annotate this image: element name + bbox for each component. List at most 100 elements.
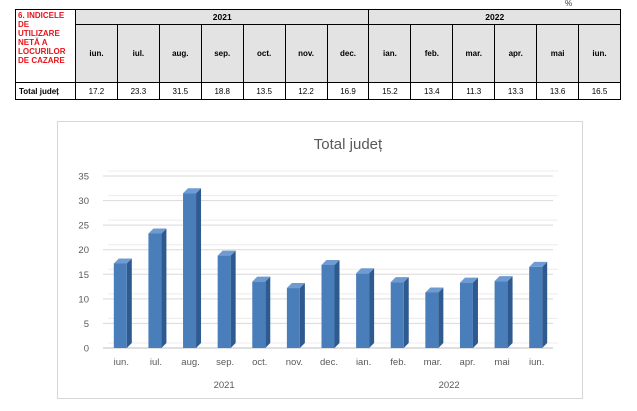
bar — [356, 273, 370, 348]
month-header-cell: feb. — [410, 24, 454, 83]
bar-side — [334, 259, 340, 348]
bar-top — [321, 259, 340, 265]
bar — [494, 281, 508, 348]
bar-top — [183, 188, 202, 194]
bar — [217, 255, 231, 348]
bar-top — [356, 268, 375, 274]
bar — [529, 266, 543, 348]
value-cell: 16.5 — [578, 82, 621, 100]
indicator-title-line: NETĂ A — [18, 38, 48, 47]
bar-top — [113, 258, 132, 264]
month-header-cell: iul. — [116, 24, 160, 83]
value-cell: 13.3 — [494, 82, 538, 100]
indicator-title-line: UTILIZARE — [18, 29, 60, 38]
bar — [113, 263, 127, 348]
bar-side — [472, 277, 478, 348]
bar-side — [299, 283, 305, 348]
bar-side — [542, 261, 548, 348]
bar — [425, 292, 439, 348]
y-tick-label: 15 — [78, 270, 89, 281]
month-header-cell: mar. — [452, 24, 496, 83]
indicator-title-line: DE — [18, 20, 30, 29]
value-cell: 31.5 — [158, 82, 202, 100]
month-header-cell: aug. — [158, 24, 202, 83]
y-tick-label: 25 — [78, 221, 89, 232]
bar-top — [148, 228, 167, 234]
year-group-label: 2021 — [214, 380, 235, 391]
value-cell: 12.2 — [284, 82, 328, 100]
bar-side — [403, 277, 409, 348]
value-cell: 11.3 — [452, 82, 496, 100]
bar — [459, 282, 473, 348]
bar — [390, 282, 404, 348]
y-tick-label: 30 — [78, 196, 89, 207]
bar-side — [438, 287, 444, 348]
x-tick-label: nov. — [286, 357, 303, 368]
bar-chart: Total județ 0 5 10 15 20 25 30 35 iun. iul. aug. sep… — [78, 136, 558, 391]
bar — [183, 193, 197, 348]
value-cell: 13.6 — [536, 82, 580, 100]
table-header-row: 6. INDICELE DE UTILIZARE NETĂ A LOCURILOR DE … — [15, 9, 621, 83]
bar — [252, 281, 266, 348]
value-cell: 13.5 — [242, 82, 286, 100]
month-header-cell: mai — [536, 24, 580, 83]
value-cell: 13.4 — [410, 82, 454, 100]
bar-side — [507, 276, 513, 348]
x-tick-label: ian. — [356, 357, 371, 368]
bar-side — [230, 250, 236, 348]
bar-top — [286, 283, 305, 289]
value-cell: 15.2 — [368, 82, 412, 100]
month-header-cell: ian. — [368, 24, 412, 83]
bar — [286, 288, 300, 348]
y-tick-label: 0 — [84, 344, 89, 355]
indicator-title-line: DE CAZARE — [18, 56, 65, 65]
month-header-cell: iun. — [75, 24, 118, 83]
bar-top — [459, 277, 478, 283]
x-tick-label: iul. — [150, 357, 162, 368]
x-tick-label: aug. — [181, 357, 200, 368]
year-group-label: 2022 — [439, 380, 460, 391]
x-tick-label: mai — [494, 357, 509, 368]
bar-side — [369, 268, 375, 348]
x-tick-label: feb. — [390, 357, 406, 368]
y-tick-label: 35 — [78, 172, 89, 183]
month-header-cell: dec. — [326, 24, 370, 83]
bar-side — [161, 228, 167, 348]
x-tick-label: sep. — [216, 357, 234, 368]
y-tick-label: 10 — [78, 294, 89, 305]
bar-top — [390, 277, 409, 283]
value-cell: 18.8 — [200, 82, 244, 100]
bar-side — [126, 258, 132, 348]
month-header-cell: iun. — [578, 24, 621, 83]
table-row: Total județ 17.2 23.3 31.5 18.8 13.5 12.2 16.9 1… — [15, 82, 621, 100]
bar — [148, 233, 162, 348]
indicator-title-line: LOCURILOR — [18, 47, 66, 56]
x-tick-label: mar. — [424, 357, 442, 368]
year-header-cell: 2021 — [74, 9, 370, 25]
bar-top — [529, 261, 548, 267]
indicator-title-line: 6. INDICELE — [18, 11, 65, 20]
bar-top — [425, 287, 444, 293]
bar-side — [265, 276, 271, 348]
indicator-title-cell: 6. INDICELE DE UTILIZARE NETĂ A LOCURILOR DE … — [15, 9, 76, 83]
bar-top — [217, 250, 236, 256]
row-label-cell: Total județ — [15, 82, 76, 100]
month-header-cell: nov. — [284, 24, 328, 83]
x-tick-label: oct. — [252, 357, 267, 368]
y-tick-label: 5 — [84, 319, 89, 330]
bar-top — [252, 276, 271, 282]
x-tick-label: iun. — [114, 357, 129, 368]
month-header-cell: apr. — [494, 24, 538, 83]
x-tick-label: dec. — [320, 357, 338, 368]
value-cell: 17.2 — [75, 82, 118, 100]
month-header-cell: oct. — [242, 24, 286, 83]
occupancy-table: 6. INDICELE DE UTILIZARE NETĂ A LOCURILOR DE … — [15, 9, 621, 100]
x-tick-label: apr. — [460, 357, 476, 368]
bar — [321, 264, 335, 348]
month-header-cell: sep. — [200, 24, 244, 83]
table-month-row: iun. iul. aug. sep. oct. nov. dec. ian. feb. mar.… — [16, 24, 621, 83]
x-tick-label: iun. — [529, 357, 544, 368]
y-tick-label: 20 — [78, 245, 89, 256]
chart-title: Total județ — [314, 136, 383, 153]
value-cell: 16.9 — [326, 82, 370, 100]
